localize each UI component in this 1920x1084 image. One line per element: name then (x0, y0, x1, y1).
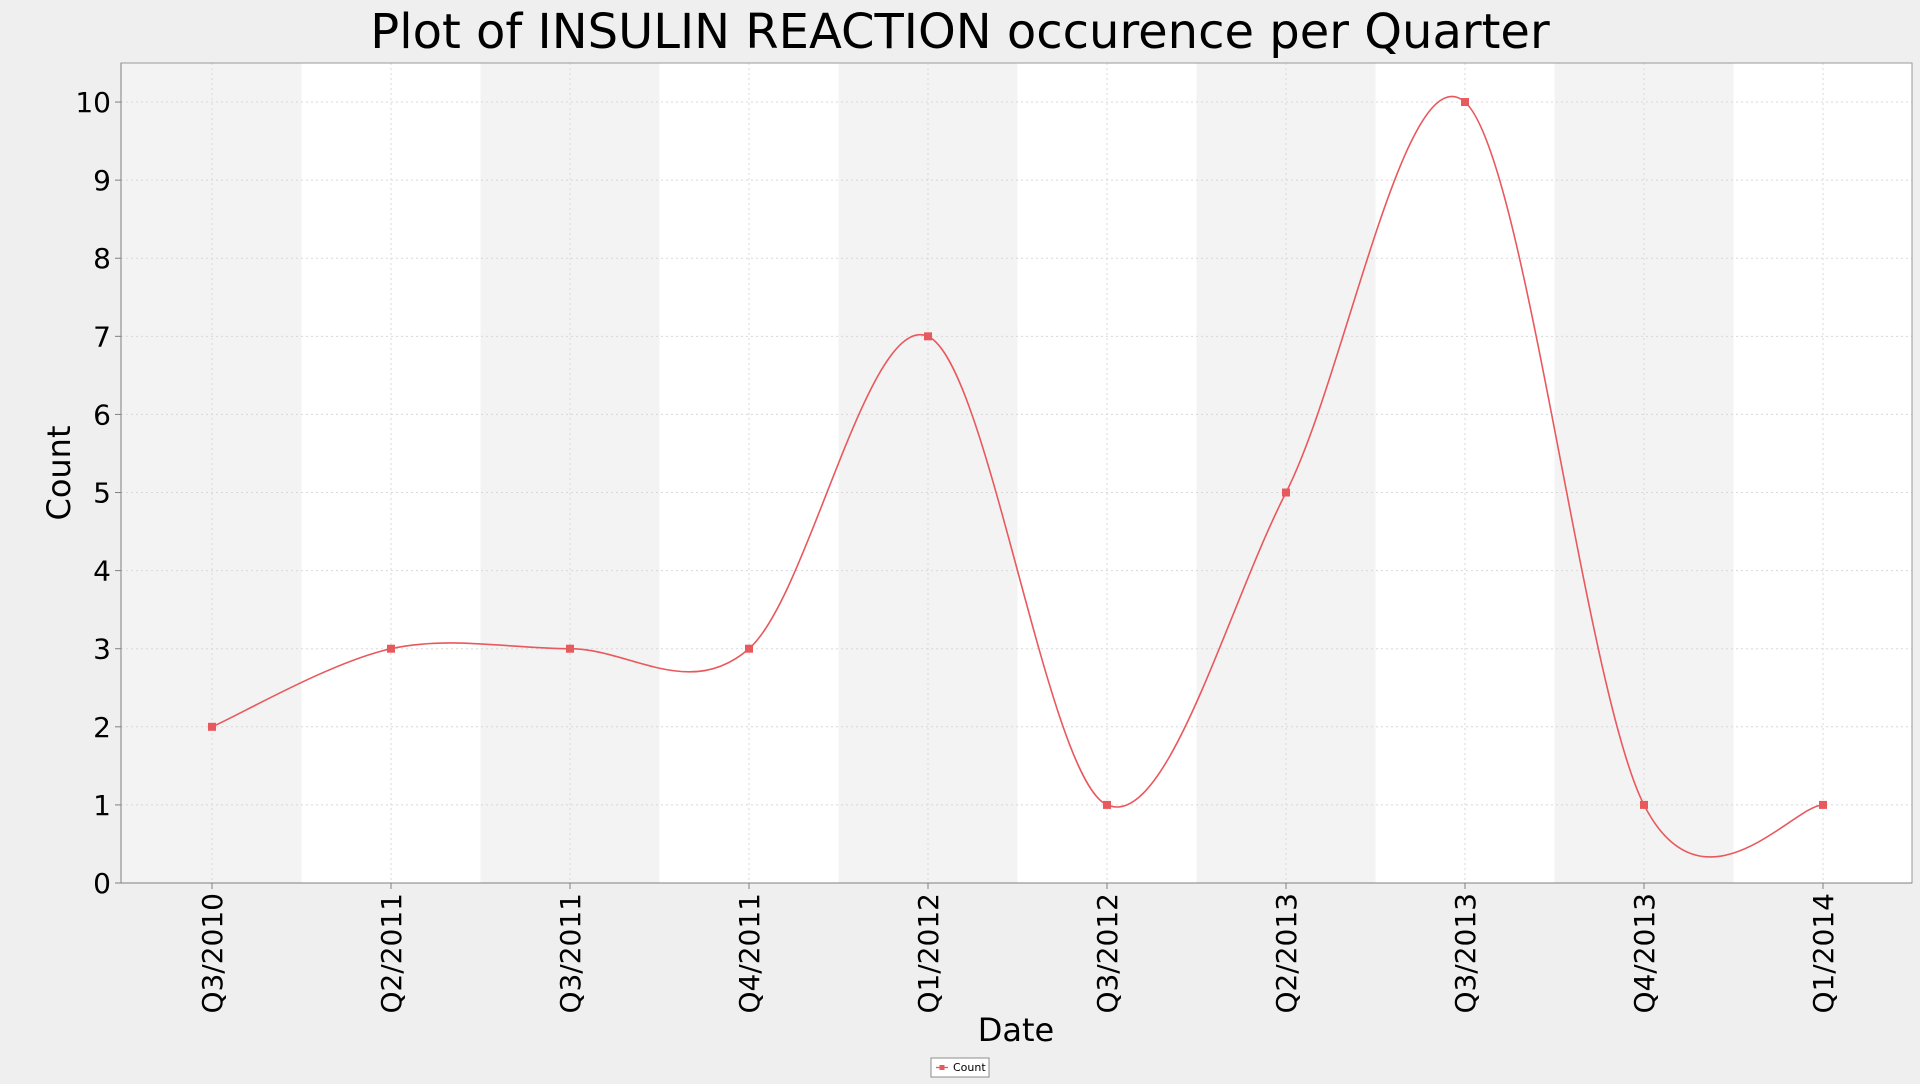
legend: Count (930, 1057, 990, 1078)
y-ticks: 0 1 2 3 4 5 6 7 8 9 10 (75, 86, 121, 900)
y-tick-label: 5 (93, 477, 111, 510)
x-tick-label: Q1/2012 (912, 893, 945, 1014)
legend-box (930, 1057, 990, 1078)
plot-band-1 (121, 63, 302, 883)
y-axis-label: Count (40, 425, 78, 520)
x-tick-label: Q3/2010 (196, 893, 229, 1014)
x-tick-label: Q2/2011 (375, 893, 408, 1014)
y-tick-label: 1 (93, 789, 111, 822)
data-point (387, 644, 395, 653)
data-point (208, 722, 216, 731)
plot-bands (121, 63, 1912, 883)
x-tick-label: Q4/2013 (1628, 893, 1661, 1014)
y-tick-label: 0 (93, 867, 111, 900)
data-point (1819, 800, 1827, 809)
x-axis-label: Date (978, 1011, 1054, 1049)
y-tick-label: 2 (93, 711, 111, 744)
y-tick-label: 8 (93, 242, 111, 275)
x-ticks: Q3/2010 Q2/2011 Q3/2011 Q4/2011 Q1/2012 Q3/20… (196, 883, 1840, 1014)
x-tick-label: Q1/2014 (1807, 893, 1840, 1014)
x-axis: Q3/2010 Q2/2011 Q3/2011 Q4/2011 Q1/2012 Q3/20… (121, 882, 1912, 1014)
y-axis: 0 1 2 3 4 5 6 7 8 9 10 (75, 63, 122, 900)
y-tick-label: 7 (93, 320, 111, 353)
y-tick-label: 3 (93, 633, 111, 666)
y-tick-label: 4 (93, 555, 111, 588)
x-tick-label: Q3/2012 (1091, 893, 1124, 1014)
plot-area (120, 62, 1913, 884)
legend-marker-icon (939, 1065, 945, 1070)
x-tick-label: Q2/2013 (1270, 893, 1303, 1014)
x-tick-label: Q3/2011 (554, 893, 587, 1014)
y-tick-label: 6 (93, 398, 111, 431)
series-points (208, 98, 1827, 809)
y-tick-label: 9 (93, 164, 111, 197)
data-point (1461, 98, 1469, 107)
y-tick-label: 10 (75, 86, 111, 119)
data-point (1103, 800, 1111, 809)
data-point (745, 644, 753, 653)
chart-title: Plot of INSULIN REACTION occurence per Q… (370, 4, 1550, 60)
x-tick-label: Q3/2013 (1449, 893, 1482, 1014)
legend-label-count: Count (953, 1061, 986, 1074)
data-point (1282, 488, 1290, 497)
data-point (566, 644, 574, 653)
data-point (924, 332, 932, 341)
x-tick-label: Q4/2011 (733, 893, 766, 1014)
data-point (1640, 800, 1648, 809)
